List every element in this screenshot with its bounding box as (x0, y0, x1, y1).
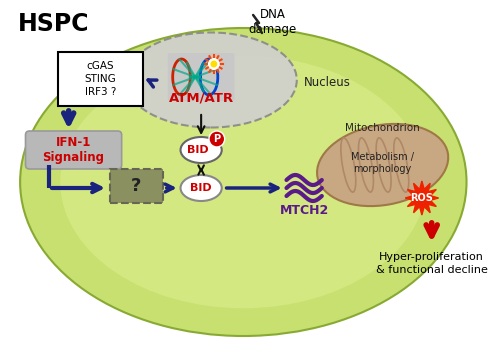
Text: BID: BID (188, 145, 209, 155)
Circle shape (209, 131, 224, 147)
Ellipse shape (180, 175, 222, 201)
Circle shape (210, 60, 218, 68)
Text: MTCH2: MTCH2 (280, 203, 329, 216)
Text: ROS: ROS (410, 193, 434, 203)
Text: ?: ? (131, 177, 141, 195)
Text: Hyper-proliferation
& functional decline: Hyper-proliferation & functional decline (376, 252, 488, 275)
Text: DNA
damage: DNA damage (248, 8, 297, 36)
Text: IFN-1
Signaling: IFN-1 Signaling (42, 136, 104, 164)
Text: ATM/ATR: ATM/ATR (168, 91, 234, 104)
Ellipse shape (180, 137, 222, 163)
Ellipse shape (60, 56, 426, 308)
Text: BID: BID (190, 183, 212, 193)
Text: Metabolism /
morphology: Metabolism / morphology (351, 152, 414, 174)
FancyBboxPatch shape (26, 131, 122, 169)
Ellipse shape (317, 124, 448, 206)
FancyBboxPatch shape (168, 53, 234, 101)
FancyBboxPatch shape (110, 169, 163, 203)
Ellipse shape (20, 28, 466, 336)
Circle shape (208, 58, 220, 70)
Polygon shape (405, 181, 438, 215)
Ellipse shape (125, 32, 297, 127)
Text: cGAS
STING
IRF3 ?: cGAS STING IRF3 ? (84, 61, 116, 97)
Text: HSPC: HSPC (18, 12, 89, 36)
Text: Mitochondrion: Mitochondrion (346, 123, 420, 133)
FancyBboxPatch shape (58, 52, 143, 106)
Text: P: P (214, 134, 220, 144)
Text: Nucleus: Nucleus (304, 76, 351, 89)
